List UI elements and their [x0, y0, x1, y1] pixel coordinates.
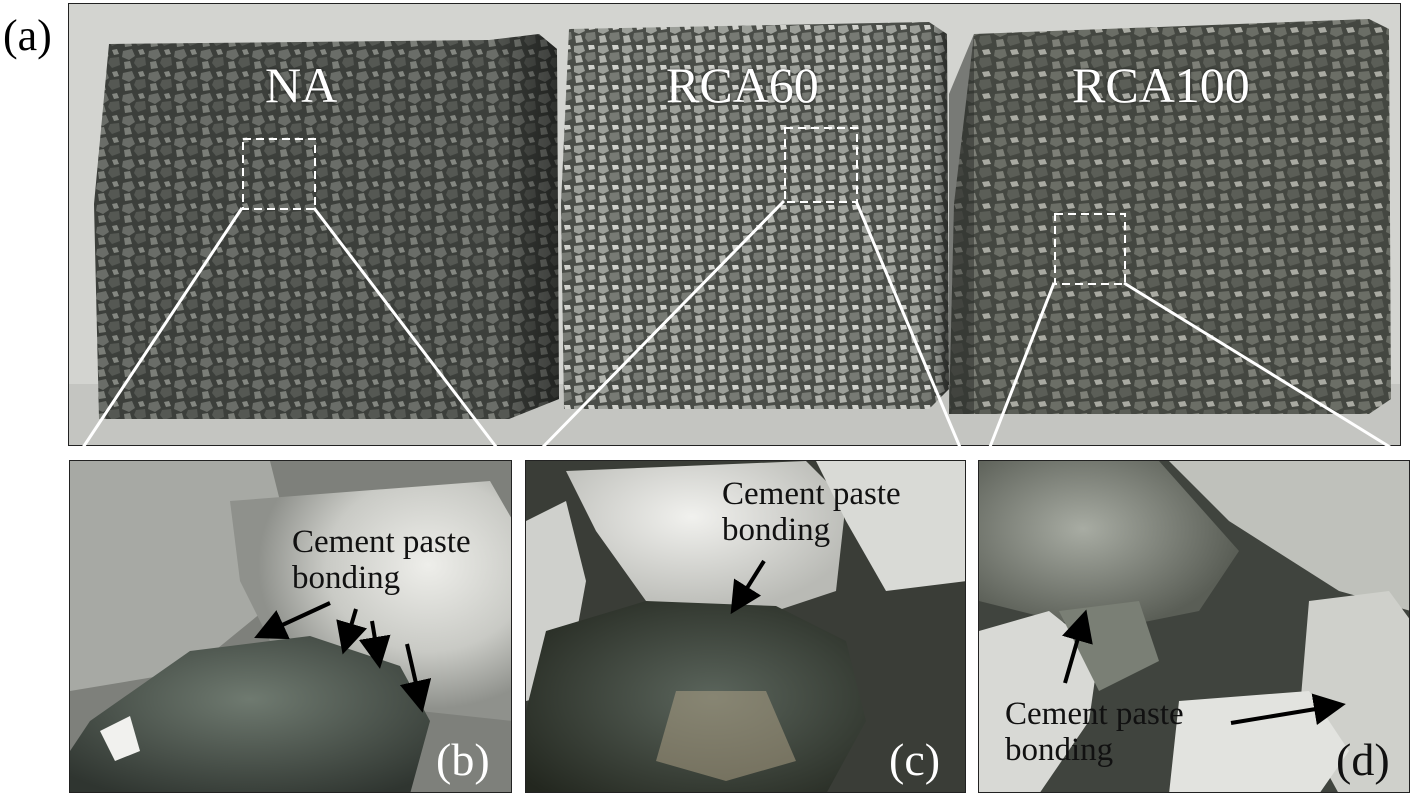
zoom-box-na — [242, 138, 316, 210]
specimen-photo-panel: NA RCA60 RCA100 — [68, 3, 1401, 446]
annotation-b: Cement paste bonding — [292, 524, 471, 596]
annotation-b-line1: Cement paste — [292, 524, 471, 560]
micro-panel-c: Cement paste bonding (c) — [525, 460, 966, 793]
micro-photo-d — [979, 461, 1409, 792]
annotation-d-line1: Cement paste — [1005, 696, 1184, 732]
zoom-box-rca100 — [1054, 213, 1126, 285]
annotation-arrows-b — [254, 601, 432, 713]
annotation-c: Cement paste bonding — [722, 476, 901, 548]
panel-letter-c: (c) — [889, 734, 941, 785]
annotation-c-line1: Cement paste — [722, 476, 901, 512]
annotation-arrows-d — [1062, 609, 1346, 726]
panel-letter-d: (d) — [1336, 734, 1390, 785]
zoom-box-rca60 — [784, 127, 858, 203]
cube-label-na: NA — [265, 57, 338, 113]
annotation-d: Cement paste bonding — [1005, 696, 1184, 768]
micro-photo-c — [526, 461, 965, 792]
annotation-arrow-c — [730, 559, 766, 615]
cube-label-rca100: RCA100 — [1072, 57, 1250, 113]
annotation-d-line2: bonding — [1005, 731, 1114, 768]
micro-panel-b: Cement paste bonding (b) — [69, 460, 512, 793]
panel-letter-b: (b) — [436, 734, 490, 785]
annotation-c-line2: bonding — [722, 511, 831, 548]
cube-label-rca60: RCA60 — [666, 57, 819, 113]
micro-panel-d: Cement paste bonding (d) — [978, 460, 1410, 793]
annotation-b-line2: bonding — [292, 559, 401, 596]
panel-letter-a: (a) — [3, 11, 52, 60]
micro-photo-b — [70, 461, 511, 792]
